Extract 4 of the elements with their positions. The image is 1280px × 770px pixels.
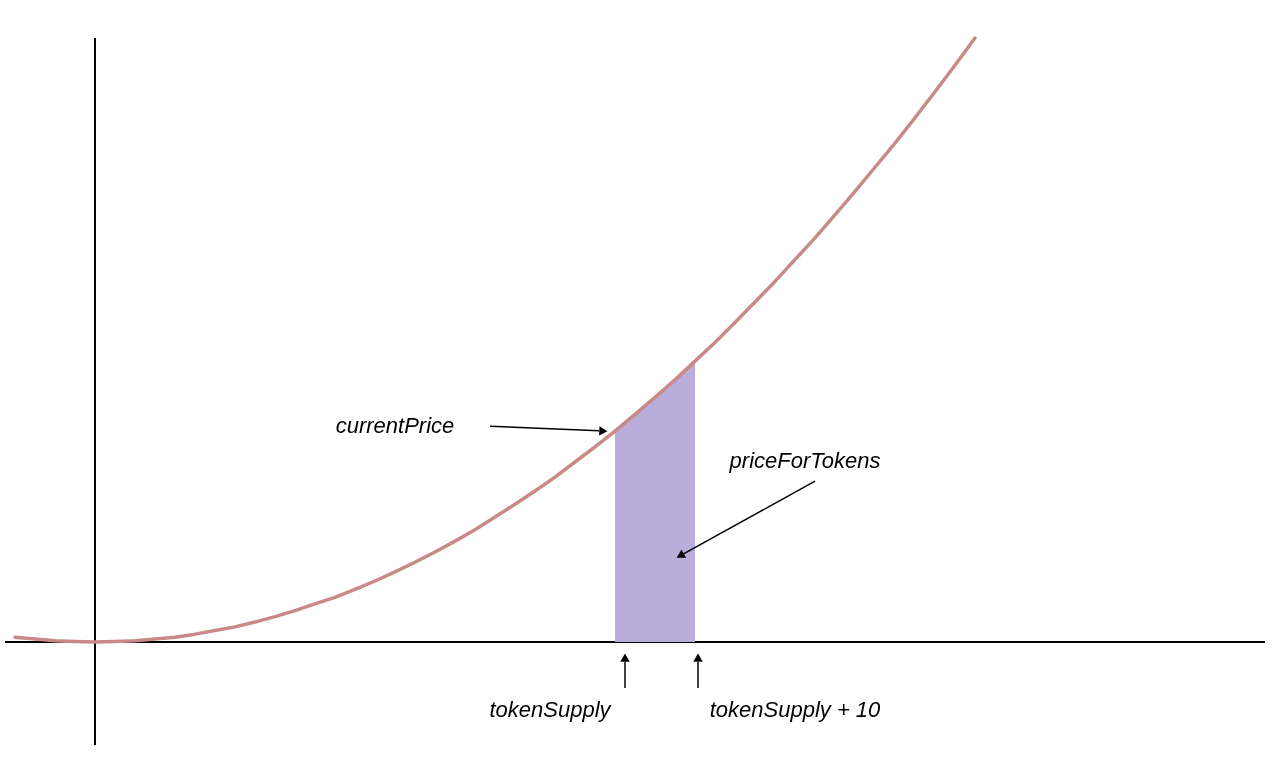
annotation: priceForTokens — [728, 448, 881, 474]
text: tokenSupply + 10 — [709, 697, 882, 722]
text: tokenSupply — [489, 697, 613, 722]
annotation: currentPrice — [335, 413, 455, 439]
